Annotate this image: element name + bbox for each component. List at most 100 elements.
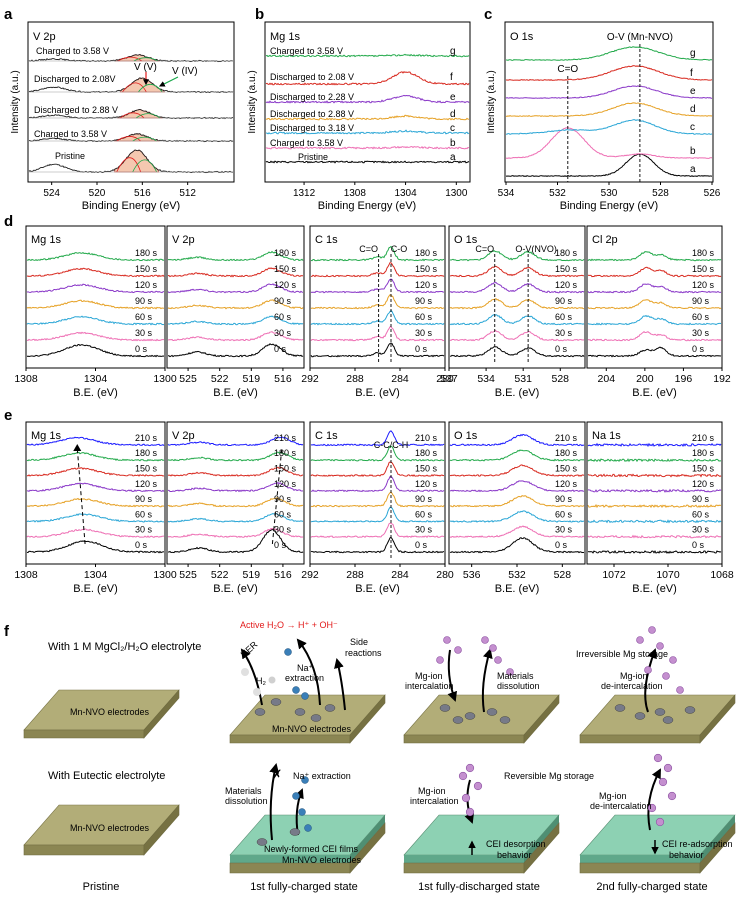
panel-e-x-tick-label: 528 bbox=[554, 569, 572, 581]
electrode-right-side bbox=[523, 694, 560, 744]
panel-d-panel-mg-1s: Mg 1s 0 s 30 s 60 s 90 s 120 s 150 s 180 s 1308 1… bbox=[14, 225, 177, 399]
panel-b-series-letter-g: g bbox=[450, 46, 456, 57]
mg-ion bbox=[458, 771, 468, 781]
panel-c-series-b bbox=[505, 127, 712, 160]
panel-b-chart: Mg 1s Intensity (a.u.) Binding Energy (e… bbox=[247, 21, 471, 212]
panel-e-series-line bbox=[449, 510, 585, 523]
panel-d-series-line bbox=[167, 267, 303, 278]
panel-e-panel-v-2p: V 2p 0 s 30 s 60 s 90 s 120 s 150 s 180 s 210 s 5… bbox=[166, 421, 305, 595]
panel-b-x-tick-label: 1300 bbox=[445, 188, 468, 199]
panel-e-time-label: 60 s bbox=[415, 509, 433, 519]
panel-e-panel-title: V 2p bbox=[172, 430, 195, 442]
panel-a-peak-fill bbox=[119, 77, 165, 93]
na-ion bbox=[292, 686, 300, 694]
panel-c-x-tick-label: 528 bbox=[652, 188, 669, 199]
panel-e-time-label: 120 s bbox=[555, 479, 578, 489]
panel-e-time-label: 90 s bbox=[692, 494, 710, 504]
panel-d-x-tick-label: 1308 bbox=[14, 373, 38, 385]
panel-d-ref-label: C-O bbox=[391, 244, 408, 254]
mg-ion bbox=[662, 672, 670, 680]
panel-d-time-label: 120 s bbox=[692, 280, 715, 290]
panel-d-series-line bbox=[310, 245, 445, 262]
side-reactions-label-2: reactions bbox=[345, 648, 382, 658]
process-arrow bbox=[296, 638, 321, 706]
panel-e-x-tick-label: 1068 bbox=[710, 569, 734, 581]
panel-b-series-b bbox=[265, 145, 470, 150]
panel-d-time-label: 30 s bbox=[135, 328, 153, 338]
panel-d-xlabel: B.E. (eV) bbox=[632, 387, 677, 399]
panel-d-time-label: 90 s bbox=[555, 296, 573, 306]
panel-c-series-letter-a: a bbox=[690, 164, 696, 175]
panel-c-series-e bbox=[505, 85, 712, 99]
panel-e-xlabel: B.E. (eV) bbox=[495, 583, 540, 595]
panel-d-x-tick-label: 531 bbox=[514, 373, 532, 385]
panel-e-time-label: 90 s bbox=[135, 494, 153, 504]
cei-film-side bbox=[230, 855, 350, 863]
panel-a-label-pristine: Pristine bbox=[55, 151, 85, 161]
panel-a-v4-component bbox=[138, 83, 163, 93]
mg-ion bbox=[663, 763, 673, 773]
panel-a-v5-component bbox=[122, 82, 147, 93]
panel-e-series-line bbox=[167, 451, 304, 462]
panel-e-series-line bbox=[26, 451, 165, 462]
electrode-row2-charged bbox=[229, 814, 386, 874]
panel-d-x-tick-label: 534 bbox=[477, 373, 495, 385]
panel-a-title: V 2p bbox=[33, 31, 56, 43]
panel-a-xlabel: Binding Energy (eV) bbox=[82, 200, 180, 212]
panel-d-panel-title: V 2p bbox=[172, 234, 195, 246]
panel-d-x-tick-label: 292 bbox=[301, 373, 319, 385]
panel-e-time-label: 150 s bbox=[415, 464, 438, 474]
particle-deposit bbox=[324, 704, 336, 712]
panel-b-series-label-c: Discharged to 3.18 V bbox=[270, 123, 354, 133]
panel-c-series-letter-d: d bbox=[690, 104, 696, 115]
panel-e-time-label: 120 s bbox=[692, 479, 715, 489]
panel-letter-a: a bbox=[4, 6, 13, 23]
mg-ion bbox=[658, 777, 668, 787]
panel-e-series-line bbox=[310, 445, 445, 462]
panel-d-time-label: 60 s bbox=[135, 312, 153, 322]
electrode-label-row1-pristine: Mn-NVO electrodes bbox=[70, 707, 150, 717]
mg-ion bbox=[461, 793, 471, 803]
panel-d-series-line bbox=[587, 283, 722, 294]
panel-d-panel-title: Cl 2p bbox=[592, 234, 618, 246]
panel-d-time-label: 0 s bbox=[135, 344, 148, 354]
mg-ion bbox=[454, 646, 462, 654]
panel-e-series-line bbox=[310, 506, 445, 523]
cei-film-side bbox=[350, 815, 385, 863]
panel-e-time-label: 90 s bbox=[274, 494, 292, 504]
panel-a-x-tick-label: 516 bbox=[134, 188, 151, 199]
panel-d-series-line bbox=[587, 331, 722, 342]
panel-e-series-line bbox=[26, 482, 165, 493]
panel-b-series-g bbox=[265, 53, 470, 58]
panel-e-xlabel: B.E. (eV) bbox=[632, 583, 677, 595]
panel-d-time-label: 0 s bbox=[274, 344, 287, 354]
panel-e-time-label: 180 s bbox=[415, 448, 438, 458]
panel-d-xlabel: B.E. (eV) bbox=[355, 387, 400, 399]
panel-d-panel-c-1s: C 1s 0 s 30 s 60 s 90 s 120 s 150 s 180 s C=O C-O… bbox=[301, 225, 454, 399]
panel-b-series-letter-f: f bbox=[450, 72, 453, 83]
panel-e-series-line bbox=[449, 537, 585, 554]
mg-intercalation-label-2: intercalation bbox=[405, 681, 454, 691]
panel-d-x-tick-label: 192 bbox=[713, 373, 731, 385]
materials-dissolution-row1-1: Materials bbox=[497, 671, 534, 681]
process-arrow bbox=[647, 768, 661, 831]
materials-dissolution-label-2: dissolution bbox=[225, 796, 268, 806]
panel-e-x-tick-label: 292 bbox=[301, 569, 319, 581]
panel-e-row: Mg 1s 0 s 30 s 60 s 90 s 120 s 150 s 180 s 210 s… bbox=[14, 421, 734, 595]
cei-film-side bbox=[404, 855, 524, 863]
panel-e-x-tick-label: 1072 bbox=[602, 569, 626, 581]
panel-a-x-tick-label: 520 bbox=[89, 188, 106, 199]
panel-letter-f: f bbox=[4, 623, 10, 640]
panel-a-label-charged-358-top: Charged to 3.58 V bbox=[36, 46, 109, 56]
mg-ion bbox=[667, 791, 677, 801]
process-arrow bbox=[644, 648, 657, 713]
panel-e-x-tick-label: 1308 bbox=[14, 569, 38, 581]
panel-d-series-line bbox=[310, 342, 445, 358]
particle-deposit bbox=[270, 698, 282, 706]
electrode-row1-charged bbox=[229, 694, 386, 744]
panel-e-time-label: 120 s bbox=[274, 479, 297, 489]
panel-e-time-label: 0 s bbox=[135, 540, 148, 550]
panel-d-series-line bbox=[449, 346, 585, 358]
panel-e-series-line bbox=[167, 527, 304, 538]
panel-d-time-label: 60 s bbox=[415, 312, 433, 322]
